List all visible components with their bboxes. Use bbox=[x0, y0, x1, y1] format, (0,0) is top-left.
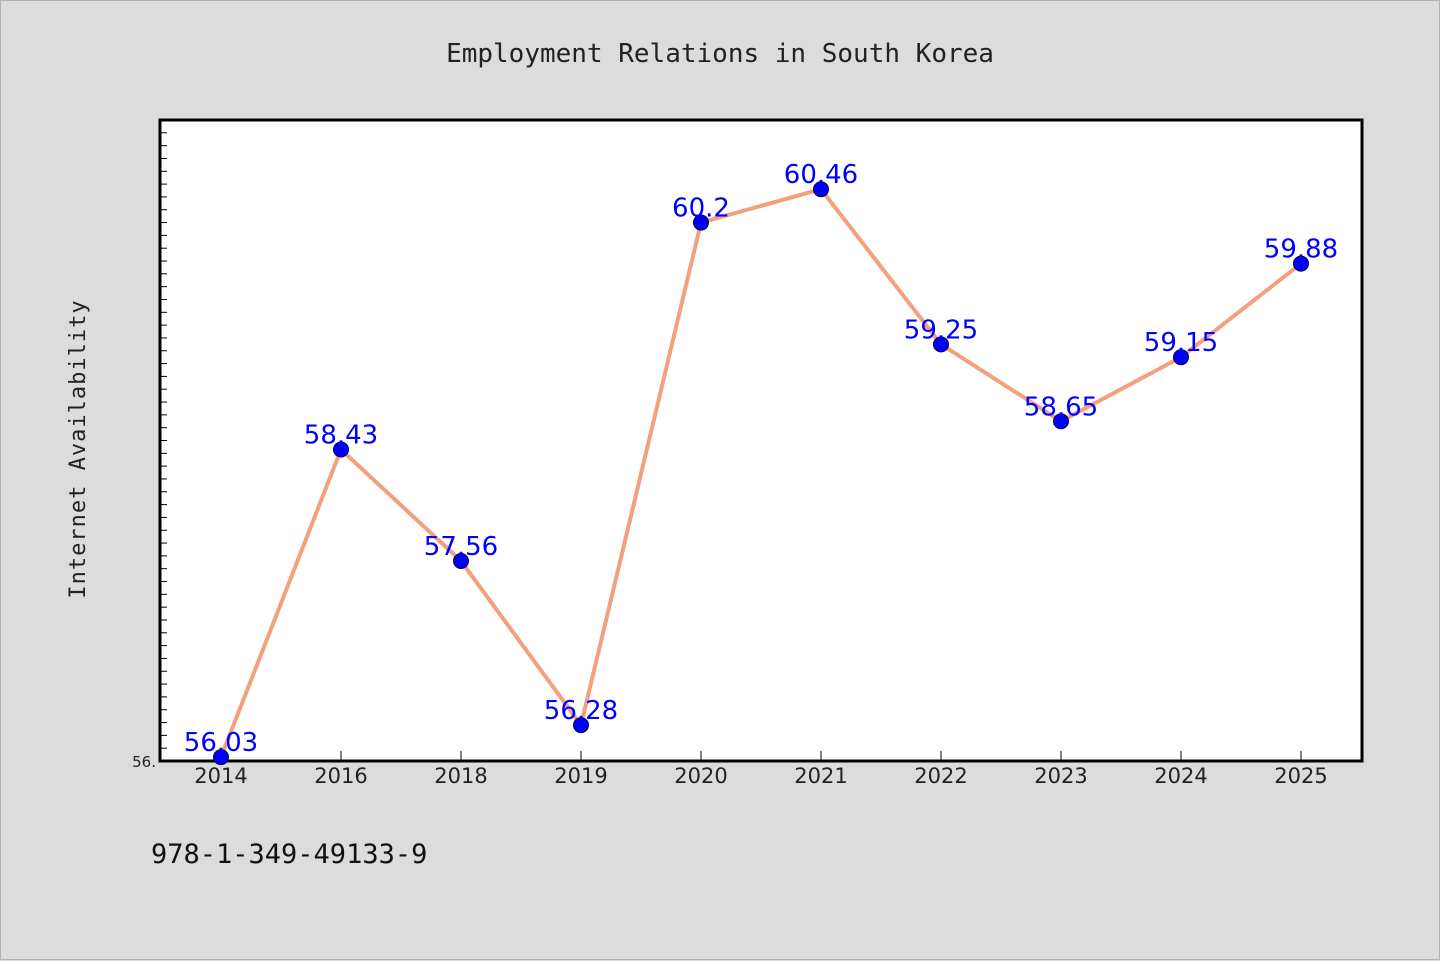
data-labels: 56.03 58.43 57.56 56.28 60.2 60.46 59.25 58.65 5… bbox=[184, 160, 1338, 758]
data-point bbox=[813, 181, 829, 198]
chart-title: Employment Relations in South Korea bbox=[446, 39, 994, 69]
series-line bbox=[219, 187, 1303, 758]
series-markers bbox=[213, 181, 1309, 766]
y-tick-label: 56. bbox=[132, 753, 156, 771]
footer-identifier: 978-1-349-49133-9 bbox=[151, 839, 427, 870]
y-axis-label: Internet Availability bbox=[66, 299, 91, 598]
data-label: 59.15 bbox=[1144, 328, 1218, 358]
data-label: 59.25 bbox=[904, 315, 978, 345]
data-point bbox=[213, 749, 229, 766]
x-tick-label: 2014 bbox=[194, 764, 247, 788]
x-tick-label: 2016 bbox=[314, 764, 367, 788]
data-point bbox=[933, 336, 949, 353]
y-axis-minor-ticks bbox=[160, 132, 172, 762]
x-axis: 2014 2016 2018 2019 2020 2021 2022 2023 2024 2025 bbox=[194, 751, 1328, 788]
x-tick-label: 2021 bbox=[794, 764, 847, 788]
data-point bbox=[453, 553, 469, 570]
data-label: 58.65 bbox=[1024, 392, 1098, 422]
data-label: 60.2 bbox=[672, 194, 730, 224]
data-label: 56.03 bbox=[184, 728, 258, 758]
data-label: 57.56 bbox=[424, 532, 498, 562]
data-point bbox=[1293, 255, 1309, 272]
x-tick-label: 2020 bbox=[674, 764, 727, 788]
x-tick-label: 2019 bbox=[554, 764, 607, 788]
data-label: 56.28 bbox=[544, 696, 618, 726]
plot-area bbox=[158, 118, 1364, 763]
x-tick-label: 2024 bbox=[1154, 764, 1207, 788]
data-point bbox=[573, 717, 589, 734]
data-label: 59.88 bbox=[1264, 235, 1338, 265]
data-label: 58.43 bbox=[304, 420, 378, 450]
data-point bbox=[1053, 413, 1069, 430]
x-tick-label: 2022 bbox=[914, 764, 967, 788]
x-tick-label: 2023 bbox=[1034, 764, 1087, 788]
data-point bbox=[693, 214, 709, 231]
data-point bbox=[333, 441, 349, 458]
x-tick-label: 2018 bbox=[434, 764, 487, 788]
x-tick-label: 2025 bbox=[1274, 764, 1327, 788]
data-point bbox=[1173, 349, 1189, 366]
data-label: 60.46 bbox=[784, 160, 858, 190]
